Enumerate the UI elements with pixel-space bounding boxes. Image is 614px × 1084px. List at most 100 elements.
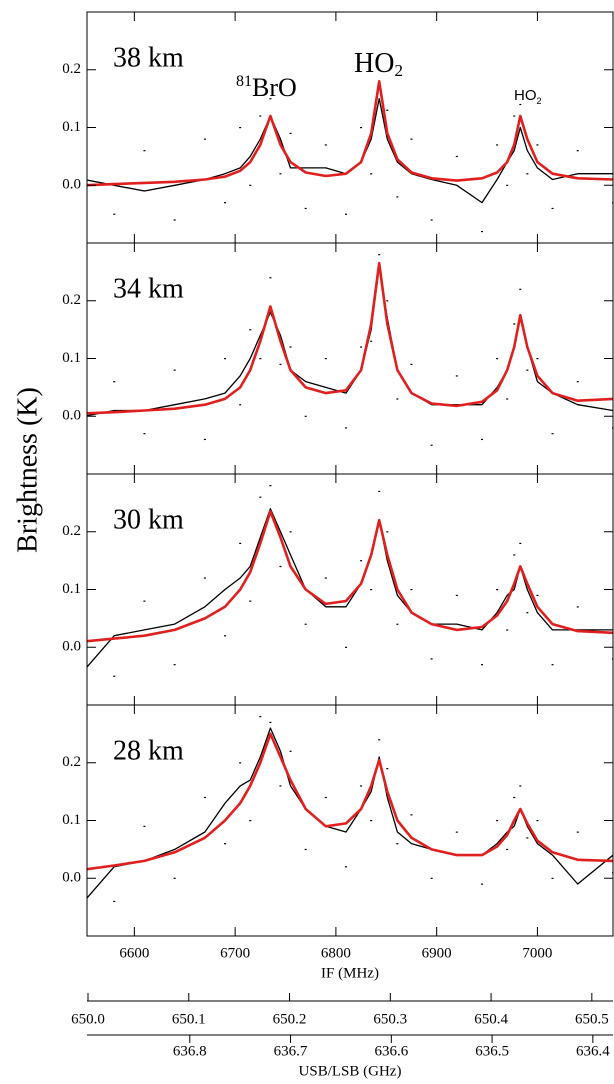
secondary-tick-label: 636.7 xyxy=(274,1043,308,1059)
data-dot xyxy=(386,109,389,111)
data-dot xyxy=(83,843,85,844)
data-dot xyxy=(455,594,458,596)
data-dot xyxy=(304,623,307,625)
y-axis-label: Brightness (K) xyxy=(12,387,43,553)
data-dot xyxy=(289,132,292,134)
data-dot xyxy=(370,589,373,591)
y-tick-label: 0.2 xyxy=(62,754,81,770)
data-dot xyxy=(224,358,227,360)
data-dot xyxy=(430,444,433,446)
data-dot xyxy=(496,589,499,591)
data-dot xyxy=(113,381,116,383)
data-dot xyxy=(506,848,509,851)
data-dot xyxy=(259,115,262,117)
model-line xyxy=(87,261,613,415)
data-dot xyxy=(324,144,327,146)
data-dot xyxy=(396,196,399,198)
data-dot xyxy=(455,375,458,377)
y-tick-label: 0.2 xyxy=(62,292,81,308)
secondary-tick-label: 650.2 xyxy=(273,1011,307,1027)
data-dot xyxy=(455,155,458,158)
model-line xyxy=(87,510,613,643)
data-dot xyxy=(304,415,307,417)
data-dot xyxy=(536,594,539,596)
panel-label: 34 km xyxy=(113,273,184,304)
data-dot xyxy=(203,438,206,441)
data-dot xyxy=(143,600,146,602)
data-dot xyxy=(386,768,389,770)
y-tick-label: 0.2 xyxy=(62,523,81,539)
secondary-tick-label: 636.8 xyxy=(173,1043,207,1059)
annotation-text: HO xyxy=(514,87,537,104)
y-tick-label: 0.1 xyxy=(62,581,81,597)
data-dot xyxy=(279,565,282,568)
secondary-tick-label: 650.3 xyxy=(373,1011,407,1027)
data-dot xyxy=(410,589,413,591)
data-dot xyxy=(378,490,381,493)
data-dot xyxy=(239,542,242,544)
data-dot xyxy=(551,664,554,666)
y-tick-label: 0.0 xyxy=(62,177,81,193)
data-dot xyxy=(430,219,433,221)
secondary-tick-label: 636.5 xyxy=(475,1043,509,1059)
data-dot xyxy=(386,531,389,533)
data-dot xyxy=(224,635,227,637)
data-dot xyxy=(360,346,363,348)
data-dot xyxy=(513,115,516,117)
annotation: HO2 xyxy=(514,87,542,106)
panel-label: 30 km xyxy=(113,504,184,535)
annotation-super: 81 xyxy=(236,73,252,90)
data-dot xyxy=(304,848,307,851)
data-dot xyxy=(526,173,529,175)
data-dot xyxy=(239,127,242,129)
annotation-sub: 2 xyxy=(394,61,403,80)
y-tick-label: 0.1 xyxy=(62,350,81,366)
data-dot xyxy=(269,721,272,724)
data-dot xyxy=(259,716,262,718)
data-dot xyxy=(551,433,554,435)
x-tick-label: 6900 xyxy=(422,945,452,961)
data-dot xyxy=(536,144,539,146)
data-dot xyxy=(173,877,176,879)
data-dot xyxy=(386,300,389,302)
data-dot xyxy=(249,820,252,822)
data-dot xyxy=(289,531,292,533)
data-dot xyxy=(496,144,499,146)
data-dot xyxy=(304,207,307,210)
data-dot xyxy=(506,184,509,186)
data-dot xyxy=(576,381,579,383)
data-dot xyxy=(576,831,579,833)
x-tick-label: 7000 xyxy=(522,945,552,961)
data-dot xyxy=(173,219,176,221)
y-tick-label: 0.0 xyxy=(62,870,81,886)
data-dot xyxy=(370,820,373,822)
secondary-tick-label: 650.1 xyxy=(172,1011,206,1027)
data-dot xyxy=(324,796,327,799)
data-dot xyxy=(481,438,484,441)
x-tick-label: 6700 xyxy=(220,945,250,961)
data-dot xyxy=(269,485,272,487)
data-dot xyxy=(269,98,272,100)
data-dot xyxy=(396,843,399,845)
y-tick-label: 0.2 xyxy=(62,61,81,77)
data-dot xyxy=(506,398,509,400)
data-dot xyxy=(378,739,381,741)
data-dot xyxy=(344,866,347,868)
data-dot xyxy=(506,629,509,631)
secondary-axis-label: USB/LSB (GHz) xyxy=(299,1063,402,1079)
model-line xyxy=(87,80,613,187)
y-tick-label: 0.0 xyxy=(62,408,81,424)
data-dot xyxy=(360,127,363,129)
data-dot xyxy=(289,750,292,752)
data-dot xyxy=(410,814,413,816)
data-dot xyxy=(224,202,227,204)
data-dot xyxy=(551,877,554,879)
data-dot xyxy=(173,369,176,371)
data-dot xyxy=(576,606,579,608)
data-dot xyxy=(249,184,252,186)
data-dot xyxy=(279,173,282,175)
data-dot xyxy=(430,877,433,879)
data-dot xyxy=(526,837,529,839)
y-tick-label: 0.1 xyxy=(62,812,81,828)
data-dot xyxy=(344,213,347,215)
